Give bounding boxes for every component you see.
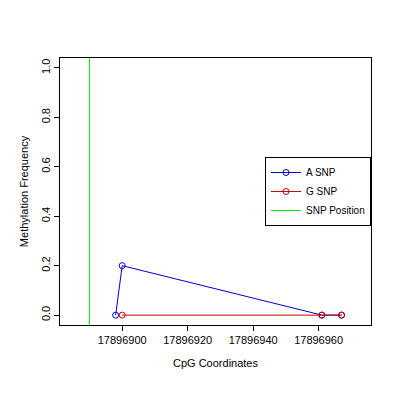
svg-text:17896960: 17896960 [294,334,343,346]
svg-text:1.0: 1.0 [40,59,52,74]
svg-text:0.8: 0.8 [40,108,52,123]
svg-text:0.4: 0.4 [40,207,52,222]
svg-text:G SNP: G SNP [306,186,337,197]
svg-text:CpG Coordinates: CpG Coordinates [173,357,258,369]
svg-text:A SNP: A SNP [306,167,336,178]
svg-text:Methylation Frequency: Methylation Frequency [18,135,30,247]
svg-text:0.2: 0.2 [40,256,52,271]
svg-text:17896900: 17896900 [98,334,147,346]
svg-text:0.0: 0.0 [40,306,52,321]
svg-text:17896920: 17896920 [163,334,212,346]
svg-text:17896940: 17896940 [229,334,278,346]
svg-text:0.6: 0.6 [40,157,52,172]
svg-text:SNP Position: SNP Position [306,205,365,216]
